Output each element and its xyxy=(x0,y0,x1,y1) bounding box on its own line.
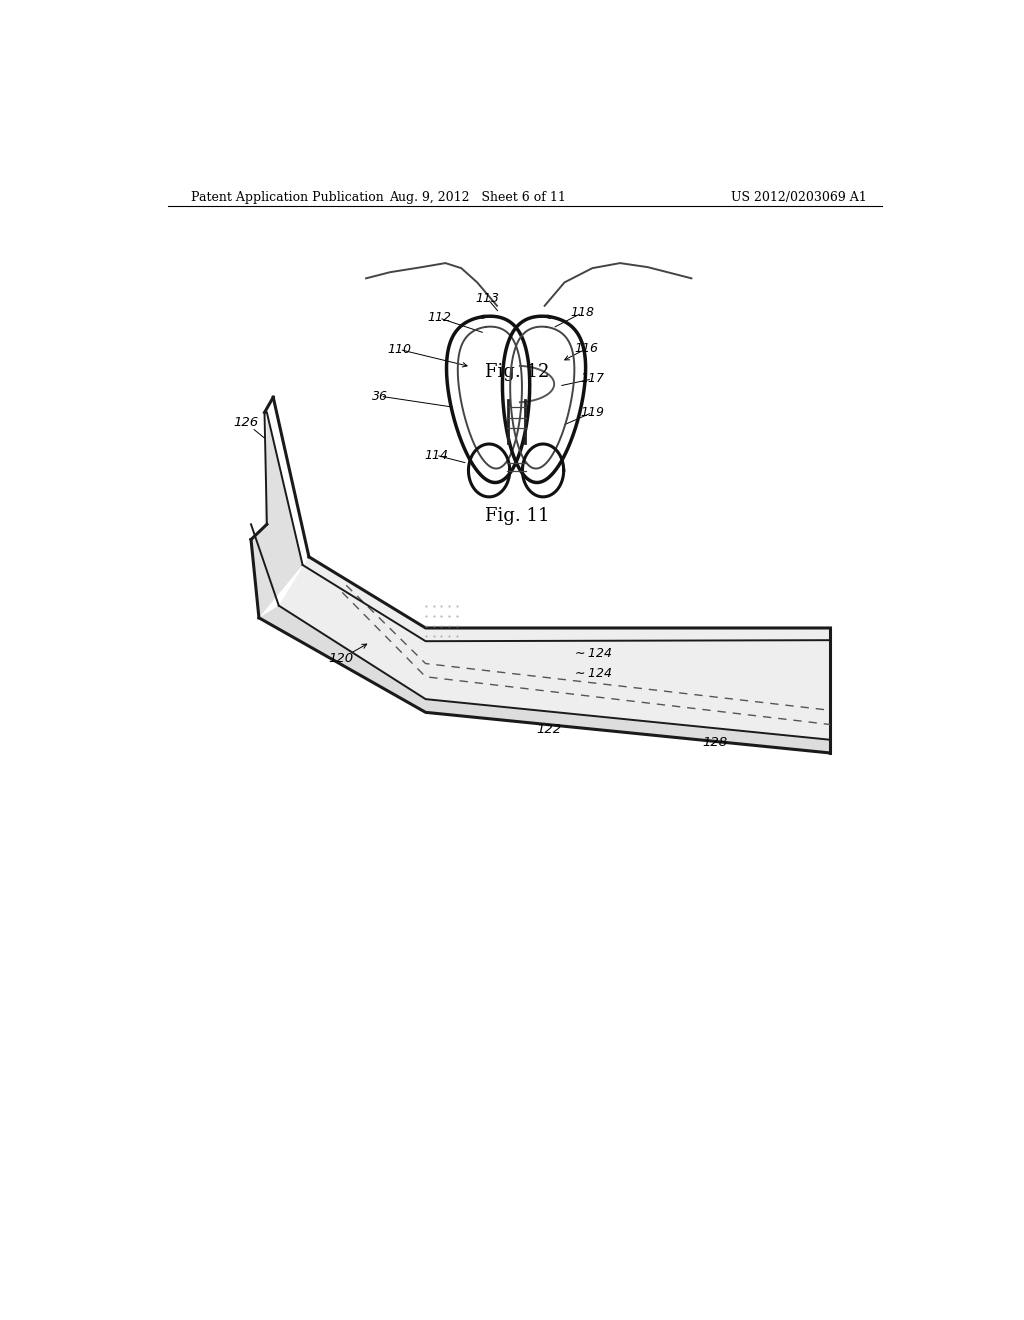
Text: 114: 114 xyxy=(424,449,447,462)
Text: 122: 122 xyxy=(536,723,561,737)
Text: 119: 119 xyxy=(581,407,604,418)
Text: Patent Application Publication: Patent Application Publication xyxy=(191,191,384,203)
Text: 126: 126 xyxy=(232,416,258,429)
Text: 116: 116 xyxy=(574,342,599,355)
Text: 36: 36 xyxy=(373,389,388,403)
Text: 113: 113 xyxy=(475,292,500,305)
Polygon shape xyxy=(279,557,830,739)
Text: 117: 117 xyxy=(581,372,604,385)
Polygon shape xyxy=(251,412,303,618)
Text: Fig. 12: Fig. 12 xyxy=(484,363,549,381)
Text: 120: 120 xyxy=(328,652,353,665)
Text: Aug. 9, 2012   Sheet 6 of 11: Aug. 9, 2012 Sheet 6 of 11 xyxy=(389,191,565,203)
Text: 112: 112 xyxy=(427,312,452,325)
Text: 118: 118 xyxy=(570,306,594,319)
Text: Fig. 11: Fig. 11 xyxy=(484,507,549,525)
Polygon shape xyxy=(259,606,830,752)
Text: $\sim$124: $\sim$124 xyxy=(572,667,612,680)
Text: 128: 128 xyxy=(702,737,728,750)
Text: 110: 110 xyxy=(387,343,412,356)
Text: $\sim$124: $\sim$124 xyxy=(572,647,612,660)
Text: US 2012/0203069 A1: US 2012/0203069 A1 xyxy=(731,191,867,203)
